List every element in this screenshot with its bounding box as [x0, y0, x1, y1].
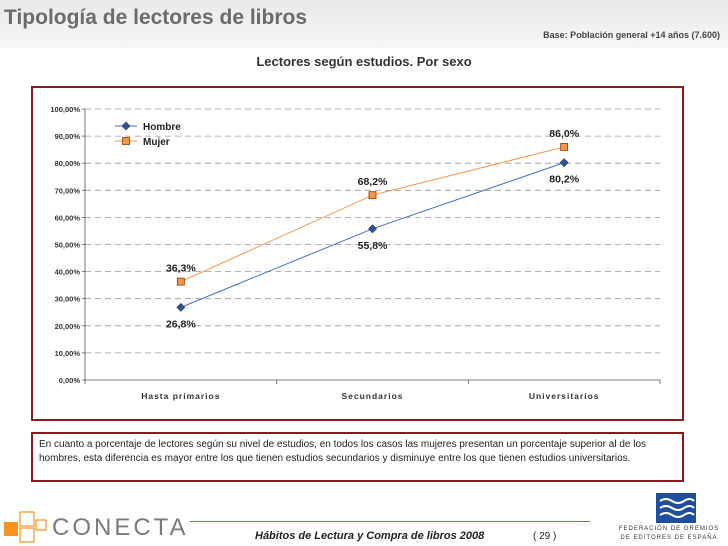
page-title: Tipología de lectores de libros: [4, 6, 308, 29]
data-label: 26,8%: [166, 318, 196, 330]
data-label: 36,3%: [166, 263, 196, 275]
footer-title: Hábitos de Lectura y Compra de libros 20…: [255, 530, 485, 542]
commentary-box: En cuanto a porcentaje de lectores según…: [31, 432, 684, 482]
header-band: [0, 0, 728, 48]
y-tick-label: 0,00%: [59, 376, 81, 385]
y-tick-label: 10,00%: [55, 349, 81, 358]
x-tick-label: Hasta primarios: [141, 391, 220, 401]
legend-label-hombre: Hombre: [143, 122, 181, 133]
chart-frame: 0,00% 10,00% 20,00% 30,00% 40,00% 50,00% 60,00…: [31, 86, 684, 421]
y-tick-label: 60,00%: [55, 213, 81, 222]
data-label: 55,8%: [358, 240, 388, 252]
marker-hombre: [368, 224, 377, 234]
y-tick-label: 90,00%: [55, 132, 81, 141]
footer-divider: [190, 521, 590, 522]
x-tick-label: Universitarios: [529, 391, 600, 401]
base-note: Base: Población general +14 años (7.600): [543, 30, 720, 40]
legend-marker-hombre: [121, 121, 131, 131]
commentary-text: En cuanto a porcentaje de lectores según…: [39, 439, 647, 464]
fge-name-line2: DE EDITORES DE ESPAÑA: [620, 535, 718, 541]
y-tick-label: 80,00%: [55, 159, 81, 168]
legend-marker-mujer: [122, 137, 130, 145]
fge-logo-icon: [656, 493, 696, 523]
y-tick-label: 20,00%: [55, 322, 81, 331]
y-tick-label: 100,00%: [50, 105, 80, 114]
fge-name: FEDERACIÓN DE GREMIOS DE EDITORES DE ESP…: [614, 525, 724, 543]
data-label: 80,2%: [549, 174, 579, 186]
y-tick-label: 30,00%: [55, 295, 81, 304]
marker-mujer: [560, 143, 569, 151]
line-chart: 0,00% 10,00% 20,00% 30,00% 40,00% 50,00% 60,00…: [50, 105, 661, 401]
marker-mujer: [176, 277, 185, 286]
marker-hombre: [176, 302, 186, 312]
y-tick-label: 40,00%: [55, 268, 81, 277]
conecta-brand: CONECTA: [52, 514, 189, 541]
fge-name-line1: FEDERACIÓN DE GREMIOS: [618, 526, 720, 532]
marker-hombre: [559, 158, 569, 168]
legend-label-mujer: Mujer: [143, 137, 170, 148]
data-label: 68,2%: [358, 176, 388, 188]
conecta-logo-icon: [4, 511, 47, 543]
y-tick-label: 50,00%: [55, 241, 81, 250]
y-tick-label: 70,00%: [55, 186, 81, 195]
data-label: 86,0%: [549, 128, 579, 140]
series-line-mujer: [180, 146, 565, 283]
x-tick-label: Secundarios: [341, 391, 403, 401]
page-number: ( 29 ): [533, 531, 557, 542]
marker-mujer: [368, 191, 377, 200]
chart-title: Lectores según estudios. Por sexo: [256, 54, 472, 69]
